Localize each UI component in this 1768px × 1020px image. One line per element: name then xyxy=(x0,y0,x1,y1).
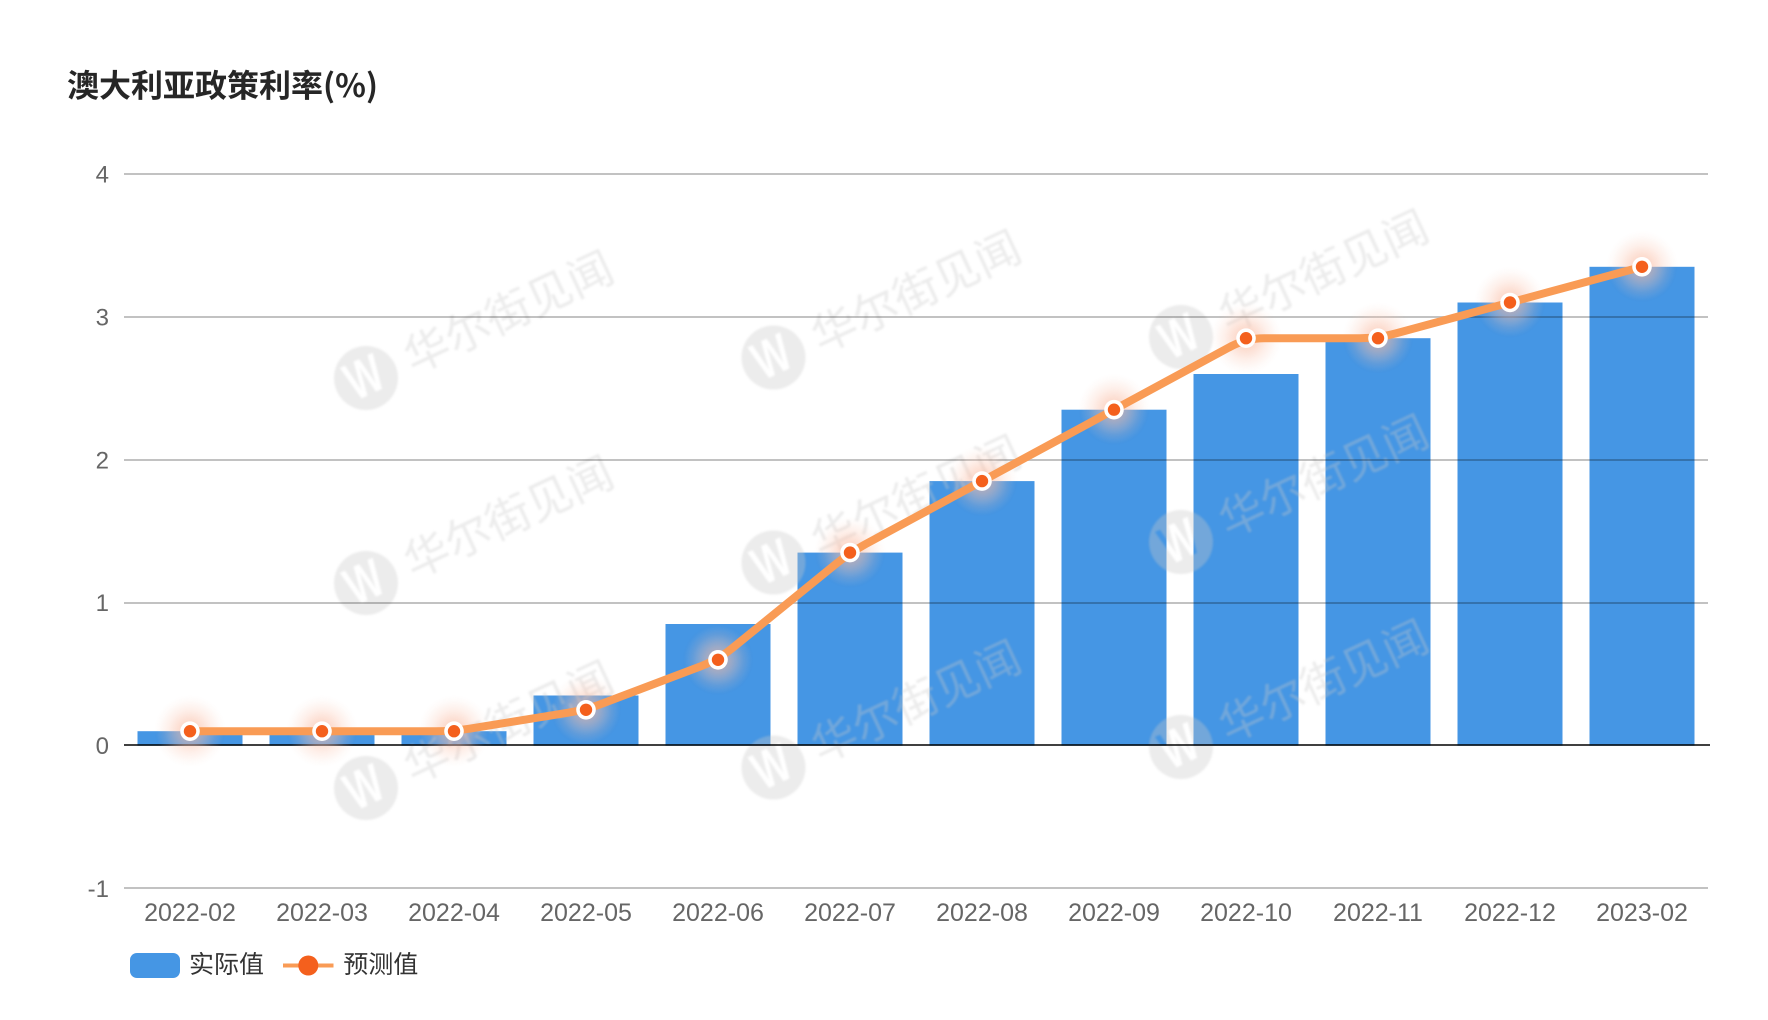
svg-text:2022-11: 2022-11 xyxy=(1333,899,1423,927)
svg-text:4: 4 xyxy=(96,162,109,189)
svg-text:2: 2 xyxy=(96,447,109,474)
svg-text:2022-06: 2022-06 xyxy=(672,899,764,927)
svg-text:2022-02: 2022-02 xyxy=(144,899,236,927)
svg-text:2022-03: 2022-03 xyxy=(276,899,368,927)
svg-text:2022-08: 2022-08 xyxy=(936,899,1028,927)
svg-text:2022-09: 2022-09 xyxy=(1068,899,1160,927)
svg-text:1: 1 xyxy=(96,590,109,617)
svg-text:2023-02: 2023-02 xyxy=(1596,899,1688,927)
svg-text:-1: -1 xyxy=(88,876,109,903)
svg-text:2022-04: 2022-04 xyxy=(408,899,500,927)
svg-text:3: 3 xyxy=(96,304,109,331)
svg-text:2022-07: 2022-07 xyxy=(804,899,896,927)
svg-text:2022-10: 2022-10 xyxy=(1200,899,1292,927)
svg-text:2022-12: 2022-12 xyxy=(1464,899,1556,927)
svg-text:0: 0 xyxy=(96,733,109,760)
svg-text:2022-05: 2022-05 xyxy=(540,899,632,927)
